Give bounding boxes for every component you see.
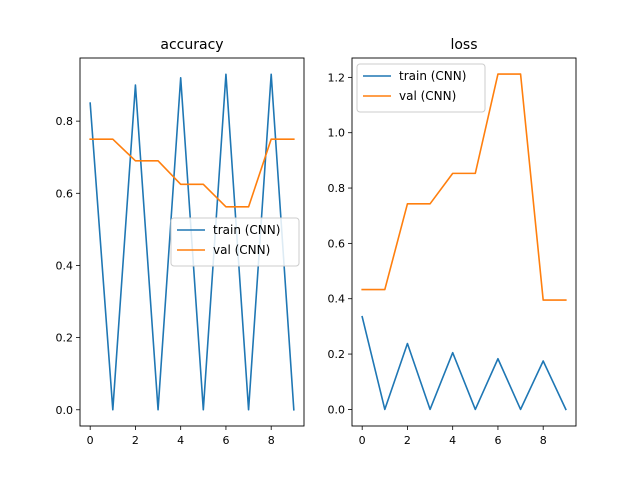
loss-y-tick-label: 0.0: [328, 403, 346, 416]
loss-y-tick-label: 1.2: [328, 71, 346, 84]
accuracy-x-tick-label: 8: [268, 434, 275, 447]
loss-y-tick-label: 0.2: [328, 348, 346, 361]
loss-y-tick-label: 0.6: [328, 237, 346, 250]
accuracy-x-tick-label: 2: [132, 434, 139, 447]
loss-x-tick-label: 8: [540, 434, 547, 447]
accuracy-x-tick-label: 0: [87, 434, 94, 447]
accuracy-y-tick-label: 0.4: [56, 259, 74, 272]
accuracy-x-tick-label: 6: [222, 434, 229, 447]
loss-y-tick-label: 0.8: [328, 182, 346, 195]
accuracy-x-tick-label: 4: [177, 434, 184, 447]
accuracy-legend-label-train: train (CNN): [213, 223, 280, 237]
loss-x-tick-label: 4: [449, 434, 456, 447]
loss-y-tick-label: 1.0: [328, 127, 346, 140]
loss-x-tick-label: 2: [404, 434, 411, 447]
loss-x-tick-label: 6: [494, 434, 501, 447]
loss-legend-label-val: val (CNN): [399, 89, 456, 103]
accuracy-legend: train (CNN) val (CNN): [170, 217, 300, 267]
loss-x-tick-label: 0: [359, 434, 366, 447]
accuracy-series-val-line: [89, 138, 295, 208]
loss-legend: train (CNN) val (CNN): [356, 63, 486, 113]
accuracy-legend-label-val: val (CNN): [213, 243, 270, 257]
accuracy-y-tick-label: 0.8: [56, 115, 74, 128]
loss-series-train-line: [361, 315, 567, 411]
accuracy-chart-title: accuracy: [160, 37, 223, 53]
accuracy-y-tick-label: 0.0: [56, 404, 74, 417]
loss-legend-label-train: train (CNN): [399, 69, 466, 83]
loss-y-tick-label: 0.4: [328, 293, 346, 306]
loss-plot-frame: [351, 57, 577, 427]
loss-series-val-line: [361, 73, 567, 301]
accuracy-y-tick-label: 0.6: [56, 187, 74, 200]
loss-panel: loss 0 2 4 6 8 0.0 0.2 0.4 0.6 0.8 1.0 1.2 train (CN…: [328, 37, 577, 447]
accuracy-panel: accuracy 0 2 4 6 8 0.0 0.2 0.4 0.6 0.8 train (CNN)…: [56, 37, 305, 447]
accuracy-y-tick-label: 0.2: [56, 332, 74, 345]
loss-chart-title: loss: [450, 37, 477, 53]
accuracy-plot-frame: [79, 57, 305, 427]
